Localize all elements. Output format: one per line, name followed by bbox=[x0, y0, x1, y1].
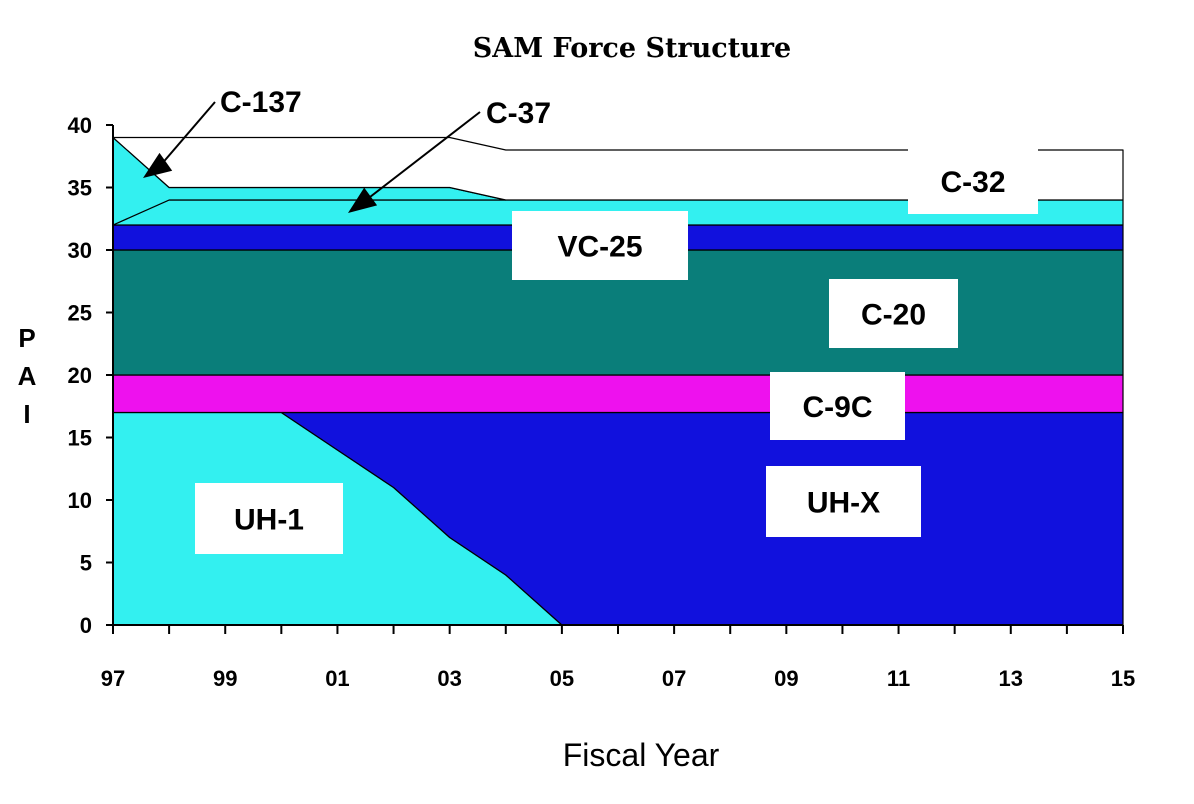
callout-arrowhead bbox=[143, 152, 173, 178]
y-tick-label: 25 bbox=[68, 301, 92, 326]
series-labels: UH-1 UH-X C-9C C-20 VC-25 C-32 bbox=[195, 148, 1038, 554]
callout-c-37: C-37 bbox=[348, 97, 551, 213]
y-tick-label: 10 bbox=[68, 488, 92, 513]
x-axis-label: Fiscal Year bbox=[563, 737, 720, 773]
series-label-text: C-20 bbox=[861, 299, 926, 332]
label-box bbox=[195, 483, 343, 554]
callouts: C-137 C-37 bbox=[143, 86, 551, 213]
x-tick-label: 11 bbox=[887, 666, 910, 691]
callout-text: C-137 bbox=[220, 86, 302, 119]
x-tick-label: 97 bbox=[101, 666, 125, 691]
x-tick-label: 13 bbox=[999, 666, 1023, 691]
x-tick-label: 99 bbox=[213, 666, 237, 691]
label-box bbox=[512, 211, 688, 280]
y-tick-label: 30 bbox=[68, 238, 92, 263]
label-box bbox=[908, 148, 1038, 214]
label-c-20: C-20 bbox=[829, 279, 958, 348]
y-tick-label: 40 bbox=[68, 113, 92, 138]
x-tick-label: 03 bbox=[437, 666, 461, 691]
x-tick-label: 09 bbox=[774, 666, 798, 691]
y-tick-label: 15 bbox=[68, 426, 92, 451]
y-tick-label: 5 bbox=[80, 551, 92, 576]
y-axis-ticks: 0 5 10 15 20 25 30 35 40 bbox=[68, 113, 113, 638]
label-box bbox=[770, 372, 905, 440]
y-tick-label: 0 bbox=[80, 613, 92, 638]
label-vc-25: VC-25 bbox=[512, 211, 688, 280]
label-c-32: C-32 bbox=[908, 148, 1038, 214]
series-label-text: C-32 bbox=[940, 166, 1005, 199]
x-tick-label: 15 bbox=[1111, 666, 1135, 691]
area-uh-x bbox=[280, 411, 1124, 626]
x-tick-label: 01 bbox=[325, 666, 349, 691]
callout-line bbox=[159, 101, 216, 167]
callout-line bbox=[369, 111, 481, 198]
series-label-text: UH-X bbox=[807, 487, 880, 520]
x-axis-ticks: 97 99 01 03 05 07 09 11 13 15 bbox=[101, 625, 1135, 691]
series-label-text: VC-25 bbox=[557, 231, 642, 264]
y-tick-label: 35 bbox=[68, 176, 92, 201]
label-uh-x: UH-X bbox=[766, 466, 921, 537]
callout-arrowhead bbox=[348, 187, 378, 213]
y-axis-label-letter: A bbox=[18, 361, 37, 391]
y-tick-label: 20 bbox=[68, 363, 92, 388]
x-tick-label: 07 bbox=[662, 666, 686, 691]
y-axis-label: PAI bbox=[18, 323, 37, 429]
label-box bbox=[829, 279, 958, 348]
label-c-9c: C-9C bbox=[770, 372, 905, 440]
x-tick-label: 05 bbox=[550, 666, 574, 691]
series-label-text: UH-1 bbox=[234, 504, 304, 537]
y-axis-label-letter: I bbox=[23, 399, 30, 429]
label-box bbox=[766, 466, 921, 537]
area-c-32 bbox=[112, 136, 1124, 201]
callout-c-137: C-137 bbox=[143, 86, 302, 178]
area-c-9c bbox=[112, 374, 1124, 414]
y-axis-label-letter: P bbox=[18, 323, 35, 353]
label-uh-1: UH-1 bbox=[195, 483, 343, 554]
callout-text: C-37 bbox=[486, 97, 551, 130]
chart-title: SAM Force Structure bbox=[473, 33, 791, 64]
series-label-text: C-9C bbox=[802, 391, 872, 424]
